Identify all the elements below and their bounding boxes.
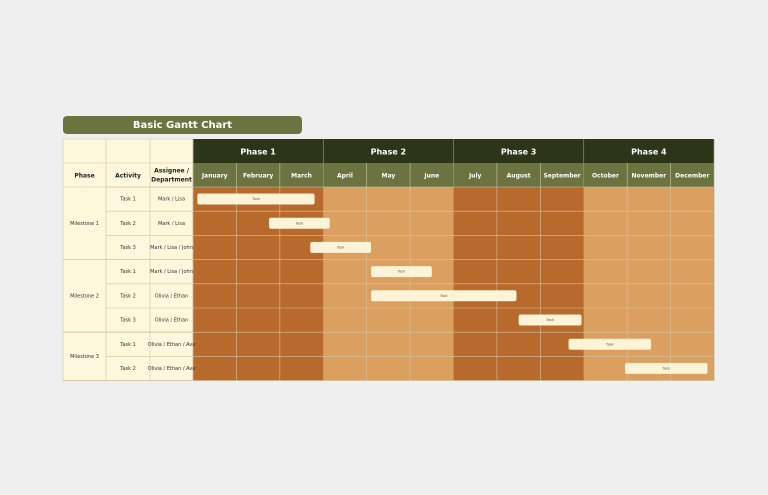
activity-label: Task 2 — [119, 366, 136, 372]
phase-label: Phase 3 — [501, 148, 537, 157]
assignee-column-header: Department — [151, 177, 192, 184]
month-label: July — [468, 173, 482, 180]
task-bar-label: Task — [661, 367, 671, 371]
phase-label: Phase 2 — [371, 148, 407, 157]
task-bar-label: Task — [251, 197, 261, 201]
assignee-label: Olivia / Ethan / Ava — [148, 342, 196, 348]
month-label: January — [201, 173, 228, 180]
month-label: February — [243, 173, 273, 180]
assignee-label: Olivia / Ethan — [155, 318, 189, 324]
task-bar — [371, 290, 517, 302]
month-label: September — [543, 173, 580, 180]
month-label: December — [675, 173, 709, 180]
assignee-label: Olivia / Ethan — [155, 293, 189, 299]
month-label: March — [291, 173, 312, 180]
activity-column-header: Activity — [115, 173, 141, 180]
phase-column-header: Phase — [74, 173, 94, 180]
month-label: November — [632, 173, 667, 180]
activity-label: Task 2 — [119, 293, 136, 299]
task-bar-label: Task — [439, 294, 449, 298]
activity-label: Task 2 — [119, 221, 136, 227]
assignee-column-header: Assignee / — [154, 168, 190, 175]
task-bar-label: Task — [397, 270, 407, 274]
month-label: August — [507, 173, 531, 180]
milestone-label: Milestone 3 — [70, 354, 99, 360]
assignee-label: Mark / Lisa — [158, 197, 185, 203]
task-bar — [268, 217, 330, 229]
activity-label: Task 1 — [119, 342, 136, 348]
task-bar — [568, 338, 652, 350]
milestone-label: Milestone 1 — [70, 221, 99, 227]
task-bar — [197, 193, 315, 205]
phase-label: Phase 1 — [240, 148, 276, 157]
chart-title: Basic Gantt Chart — [63, 116, 302, 134]
month-label: May — [382, 173, 396, 180]
task-bar-label: Task — [295, 221, 305, 225]
assignee-label: Olivia / Ethan / Ava — [148, 366, 196, 372]
task-bar-label: Task — [336, 246, 346, 250]
task-bar — [310, 241, 372, 253]
activity-label: Task 1 — [119, 197, 136, 203]
activity-label: Task 3 — [119, 245, 136, 251]
activity-label: Task 3 — [119, 318, 136, 324]
task-bar-label: Task — [545, 318, 555, 322]
task-bar — [518, 314, 582, 326]
assignee-label: Mark / Lisa / John — [150, 269, 193, 275]
phase-label: Phase 4 — [631, 148, 667, 157]
assignee-label: Mark / Lisa — [158, 221, 185, 227]
assignee-label: Mark / Lisa / John — [150, 245, 193, 251]
task-bar — [624, 362, 708, 374]
month-label: October — [592, 173, 619, 180]
activity-label: Task 1 — [119, 269, 136, 275]
task-bar-label: Task — [605, 342, 615, 346]
month-label: April — [337, 173, 353, 180]
milestone-label: Milestone 2 — [70, 293, 99, 299]
task-bar — [371, 266, 432, 278]
month-label: June — [423, 173, 439, 180]
